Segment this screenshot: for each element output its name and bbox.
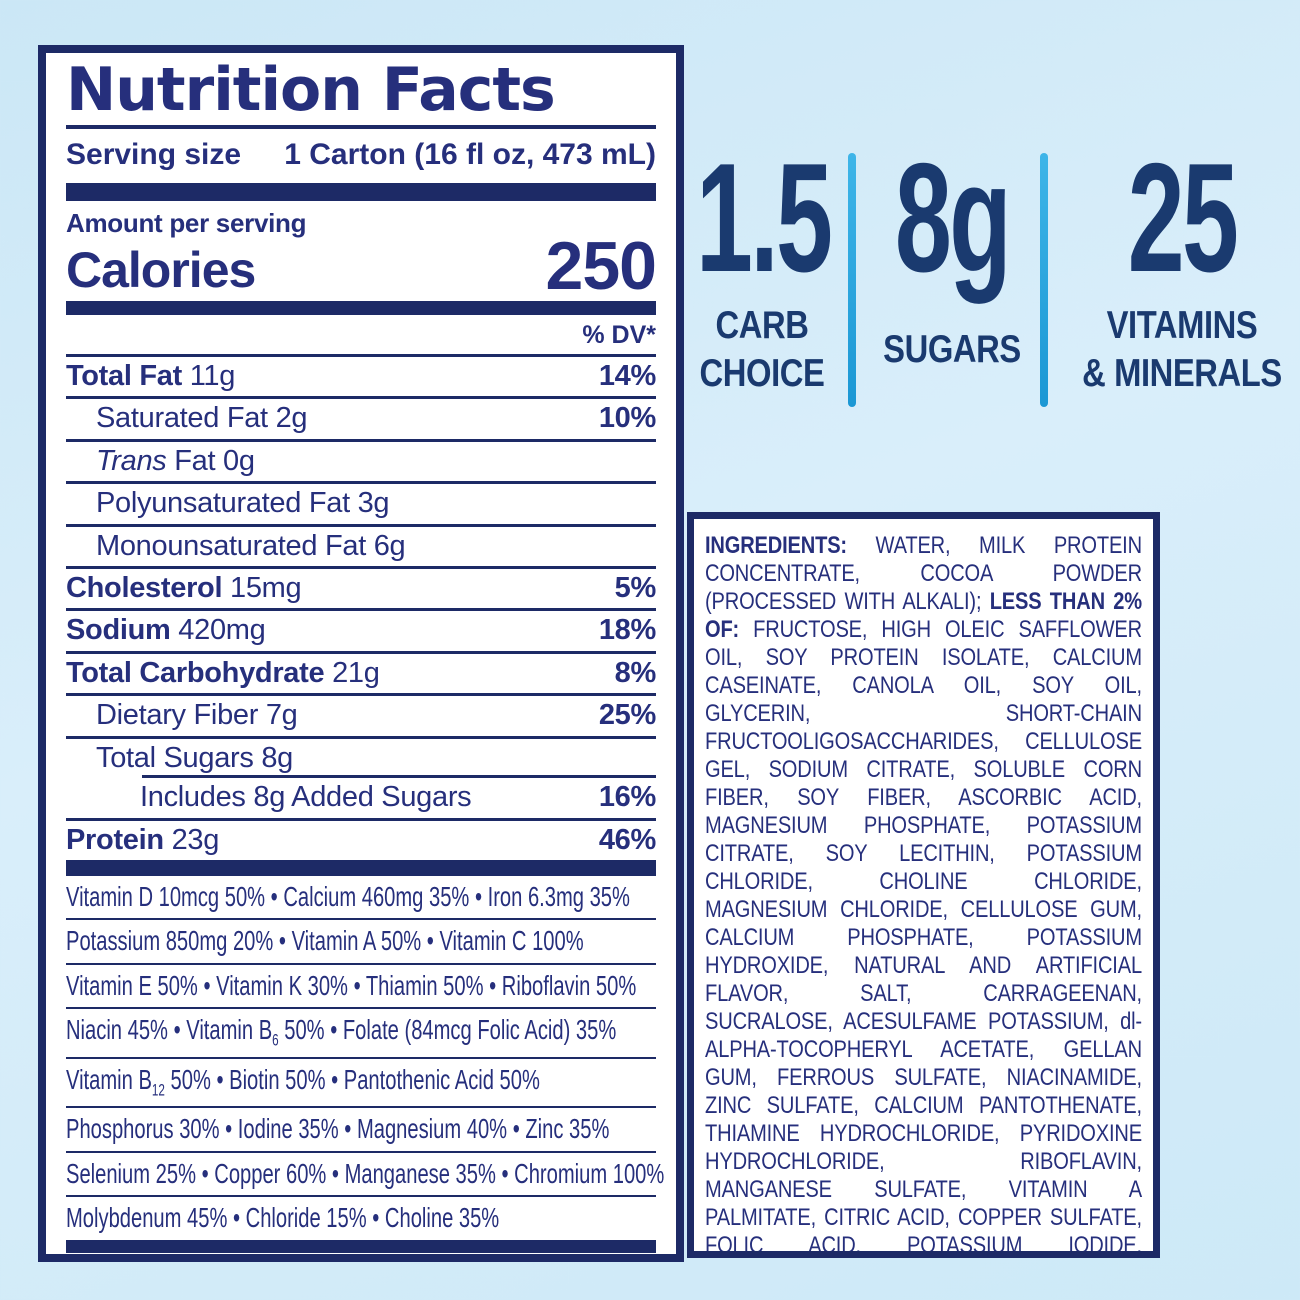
vitamin-mineral-text: Molybdenum 45% • Chloride 15% • Choline … [66,1202,500,1234]
vitamin-mineral-row: Vitamin D 10mcg 50% • Calcium 460mg 35% … [66,876,656,921]
nutrient-row: Monounsaturated Fat 6g [66,527,656,569]
vitamin-mineral-text: Vitamin D 10mcg 50% • Calcium 460mg 35% … [66,881,630,912]
nutrient-name: Cholesterol 15mg [66,571,302,604]
nutrient-name: Sodium 420mg [66,614,266,647]
badge-divider [848,153,856,407]
nutrient-daily-value: 46% [598,823,656,856]
vitamin-mineral-row: Vitamin E 50% • Vitamin K 30% • Thiamin … [66,965,656,1010]
thick-divider-bar [66,860,656,876]
serving-size-value: 1 Carton (16 fl oz, 473 mL) [284,138,656,171]
nutrient-daily-value: 10% [598,402,656,435]
nutrient-row: Polyunsaturated Fat 3g [66,484,656,527]
footnote-wrap: *The % Daily Value (DV) tells you how mu… [66,1261,656,1262]
nutrient-daily-value: 8% [614,656,657,689]
nutrient-daily-value: 18% [598,614,656,647]
badge-divider [1040,153,1048,407]
vitamin-mineral-row: Niacin 45% • Vitamin B6 50% • Folate (84… [66,1009,656,1059]
vitamin-mineral-row: Selenium 25% • Copper 60% • Manganese 35… [66,1153,664,1198]
nutrient-row: Sodium 420mg 18% [66,611,656,654]
vitamin-mineral-row: Vitamin B12 50% • Biotin 50% • Pantothen… [66,1059,656,1109]
ingredients-panel: INGREDIENTS: WATER, MILK PROTEIN CONCENT… [687,512,1160,1258]
vitamin-mineral-text: Potassium 850mg 20% • Vitamin A 50% • Vi… [66,925,584,957]
nutrient-name: Monounsaturated Fat 6g [96,529,406,562]
sugars-value: 8g [894,131,1012,304]
nutrition-facts-panel: Nutrition Facts Serving size 1 Carton (1… [38,45,684,1262]
nutrient-name: Total Sugars 8g [96,741,294,774]
vitamin-mineral-text: Selenium 25% • Copper 60% • Manganese 35… [66,1157,665,1189]
daily-value-header: % DV* [66,315,656,357]
nutrient-daily-value: 14% [598,359,656,392]
thick-divider-bar [66,1239,656,1253]
nutrient-name: Total Fat 11g [66,359,236,392]
nutrient-row: Dietary Fiber 7g 25% [66,696,656,739]
daily-value-footnote: *The % Daily Value (DV) tells you how mu… [66,1261,656,1262]
nutrient-row: Protein 23g 46% [66,821,656,860]
carb-choice-value: 1.5 [696,131,833,304]
nutrient-daily-value: 16% [598,781,656,814]
vitamins-minerals-label-line1: VITAMINS [1106,304,1258,347]
nutrient-row: Total Carbohydrate 21g 8% [66,654,657,697]
nutrient-daily-value: 5% [614,571,657,604]
thick-divider-bar [66,183,656,201]
vitamin-mineral-row: Molybdenum 45% • Chloride 15% • Choline … [66,1197,656,1239]
nutrient-row: Includes 8g Added Sugars 16% [66,778,656,821]
calories-label: Calories [66,241,256,298]
carb-choice-badge: 1.5 CARB CHOICE [662,131,862,393]
calories-value: 250 [545,228,657,304]
serving-size-row: Serving size 1 Carton (16 fl oz, 473 mL) [66,129,656,183]
nutrient-name: Trans Fat 0g [96,444,255,477]
vitamins-minerals-value: 25 [1127,131,1239,304]
sugars-badge: 8g SUGARS [852,131,1052,369]
carb-choice-label-line1: CARB [715,304,809,347]
vitamins-minerals-list: Vitamin D 10mcg 50% • Calcium 460mg 35% … [66,876,664,1240]
calories-row: Calories 250 [66,228,657,304]
ingredients-inner: INGREDIENTS: WATER, MILK PROTEIN CONCENT… [705,532,1142,1258]
nutrient-rows-list: Total Fat 11g 14% Saturated Fat 2g 10% Trans… [66,357,656,860]
nutrient-name: Saturated Fat 2g [96,402,308,435]
vitamin-mineral-text: Niacin 45% • Vitamin B6 50% • Folate (84… [66,1014,617,1050]
nutrient-row: Trans Fat 0g [66,442,656,485]
nutrient-daily-value: 25% [598,699,656,732]
ingredients-text: INGREDIENTS: WATER, MILK PROTEIN CONCENT… [705,532,1142,1258]
nutrient-name: Includes 8g Added Sugars [140,781,472,814]
nutrition-facts-title: Nutrition Facts [66,59,656,129]
thick-divider-bar [66,300,656,315]
nutrient-row: Total Sugars 8g [66,739,656,779]
serving-size-label: Serving size [66,138,242,171]
vitamin-mineral-row: Phosphorus 30% • Iodine 35% • Magnesium … [66,1108,656,1153]
nutrient-row: Total Fat 11g 14% [66,357,656,400]
vitamin-mineral-text: Phosphorus 30% • Iodine 35% • Magnesium … [66,1113,610,1145]
nutrient-name: Protein 23g [66,823,220,856]
nutrient-row: Saturated Fat 2g 10% [66,399,656,442]
vitamins-minerals-label-line2: & MINERALS [1082,352,1282,395]
nutrient-name: Total Carbohydrate 21g [66,656,380,689]
sugars-label: SUGARS [883,328,1021,371]
vitamin-mineral-text: Vitamin E 50% • Vitamin K 30% • Thiamin … [66,969,637,1001]
vitamin-mineral-row: Potassium 850mg 20% • Vitamin A 50% • Vi… [66,920,656,965]
nutrient-name: Dietary Fiber 7g [96,699,298,732]
nutrient-name: Polyunsaturated Fat 3g [96,487,390,520]
vitamins-minerals-badge: 25 VITAMINS & MINERALS [1062,131,1300,393]
vitamin-mineral-text: Vitamin B12 50% • Biotin 50% • Pantothen… [66,1063,540,1100]
nutrient-row: Cholesterol 15mg 5% [66,569,657,612]
amount-per-serving-label: Amount per serving [66,208,307,238]
carb-choice-label-line2: CHOICE [699,352,825,395]
